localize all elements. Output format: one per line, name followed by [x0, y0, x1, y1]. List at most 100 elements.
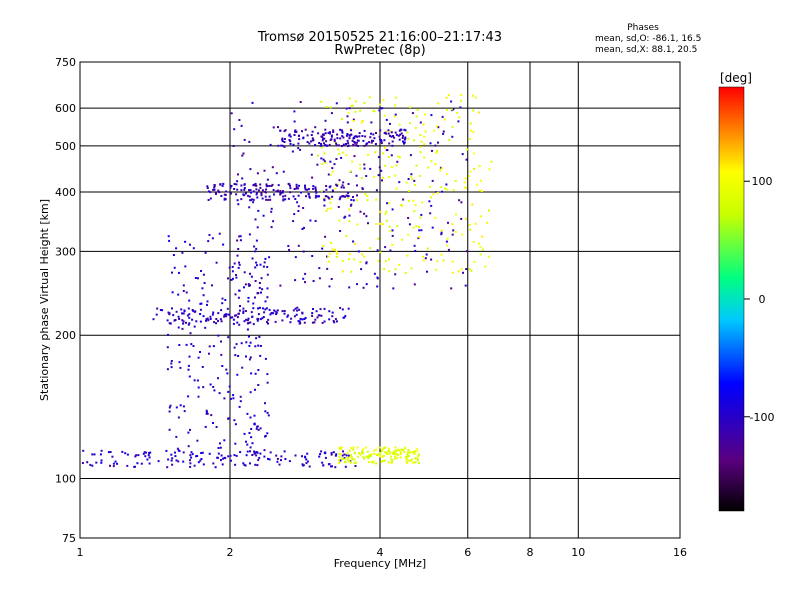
data-point [368, 455, 371, 457]
data-point [452, 189, 455, 192]
data-point [179, 366, 182, 369]
data-point [470, 269, 473, 272]
data-point [472, 109, 475, 112]
data-point [171, 291, 174, 294]
data-point [359, 261, 362, 263]
data-point [112, 465, 115, 468]
data-point [424, 130, 427, 133]
data-point [451, 271, 454, 274]
data-point [249, 199, 252, 202]
data-point [189, 465, 192, 468]
data-point [233, 262, 236, 265]
data-point [213, 188, 216, 191]
data-point [332, 129, 335, 132]
data-point [418, 461, 420, 464]
data-point [441, 115, 444, 118]
data-point [172, 314, 175, 317]
data-point [356, 446, 359, 449]
data-point [469, 122, 472, 125]
data-point [264, 435, 267, 437]
data-point [182, 460, 185, 463]
data-point [166, 319, 169, 322]
data-point [237, 355, 240, 357]
data-point [265, 188, 267, 191]
data-point [378, 109, 381, 112]
data-point [400, 128, 403, 131]
data-point [232, 394, 235, 397]
data-point [277, 126, 279, 129]
data-point [407, 178, 410, 180]
data-point [225, 313, 227, 316]
data-point [289, 321, 292, 324]
data-point [111, 455, 114, 458]
data-point [170, 360, 173, 362]
data-point [329, 173, 332, 176]
data-point [302, 137, 305, 140]
data-point [488, 168, 491, 171]
data-point [222, 243, 225, 246]
data-point [356, 139, 359, 142]
data-point [257, 369, 260, 371]
data-point [171, 463, 174, 466]
data-point [226, 307, 229, 310]
data-point [468, 268, 471, 271]
data-point [341, 130, 344, 133]
data-point [335, 144, 338, 147]
data-point [291, 150, 294, 153]
info-line-o: mean, sd,O: -86.1, 16.5 [595, 34, 701, 44]
data-point [322, 133, 325, 136]
x-tick-label: 4 [377, 546, 384, 559]
data-point [210, 414, 213, 417]
data-point [351, 139, 354, 142]
data-point [429, 212, 432, 215]
data-point [359, 163, 361, 166]
info-line-x: mean, sd,X: 88.1, 20.5 [595, 45, 697, 55]
data-point [217, 189, 220, 192]
data-point [347, 142, 350, 145]
data-point [327, 463, 330, 466]
data-point [320, 146, 323, 149]
data-point [324, 161, 327, 164]
data-point [354, 461, 357, 464]
data-point [255, 454, 258, 457]
data-point [440, 231, 443, 234]
data-point [447, 248, 450, 251]
data-point [457, 270, 460, 273]
data-point [288, 183, 291, 186]
data-point [356, 455, 359, 458]
data-point [233, 419, 236, 422]
data-point [379, 129, 382, 132]
data-point [212, 422, 214, 424]
data-point [329, 198, 332, 201]
data-point [346, 121, 349, 124]
data-point [192, 309, 195, 312]
data-point [373, 452, 376, 455]
data-point [335, 453, 338, 456]
data-point [330, 452, 333, 454]
data-point [447, 94, 450, 96]
data-point [209, 191, 212, 194]
data-point [308, 465, 311, 468]
data-point [341, 118, 343, 121]
data-point [204, 425, 207, 428]
data-point [379, 251, 382, 254]
data-point [328, 318, 331, 321]
data-point [192, 247, 195, 250]
data-point [244, 464, 247, 467]
data-point [219, 442, 221, 445]
data-point [236, 180, 239, 183]
data-point [349, 170, 352, 173]
data-point [185, 321, 187, 324]
data-point [340, 186, 343, 189]
data-point [254, 345, 257, 348]
data-point [168, 312, 171, 315]
data-point [211, 237, 214, 240]
data-point [325, 195, 328, 198]
data-point [252, 198, 255, 201]
data-point [215, 426, 218, 428]
data-point [348, 137, 351, 140]
data-point [252, 323, 255, 326]
data-point [335, 252, 338, 255]
data-point [385, 118, 388, 121]
